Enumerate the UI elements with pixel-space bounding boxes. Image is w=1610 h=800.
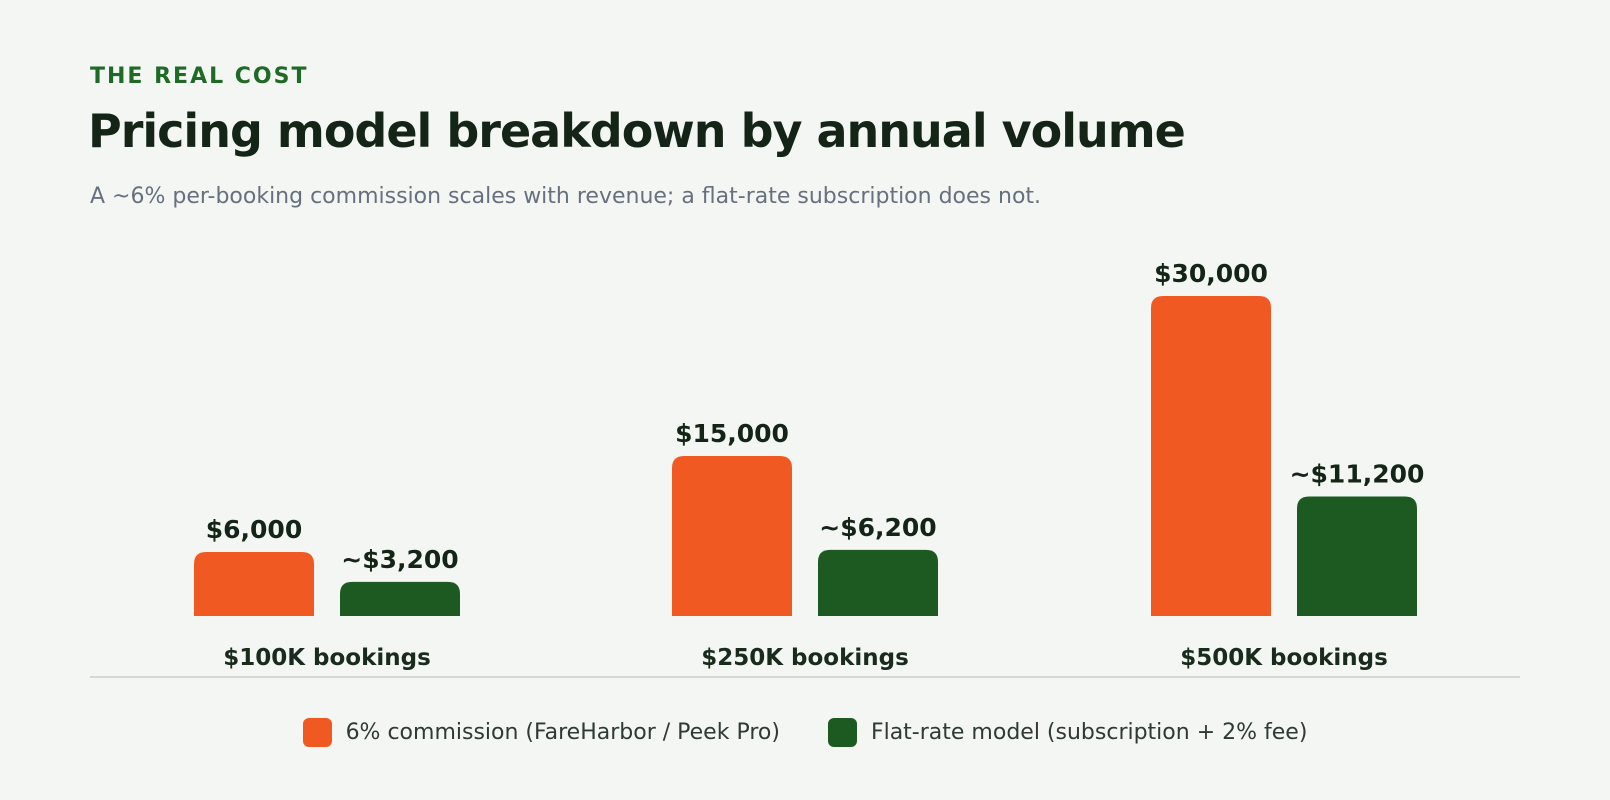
value-label: $15,000 — [675, 419, 789, 448]
x-tick-label: $250K bookings — [701, 645, 909, 671]
legend: 6% commission (FareHarbor / Peek Pro) Fla… — [0, 718, 1610, 747]
bar — [340, 581, 460, 616]
legend-swatch — [827, 718, 857, 747]
legend-label: Flat-rate model (subscription + 2% fee) — [870, 720, 1308, 745]
legend-swatch — [302, 718, 332, 747]
value-label: ~$6,200 — [819, 513, 936, 542]
chart-title: Pricing model breakdown by annual volume — [88, 104, 1186, 158]
bar — [194, 552, 314, 616]
legend-item: 6% commission (FareHarbor / Peek Pro) — [302, 718, 780, 747]
bar — [1151, 296, 1271, 616]
bar — [1297, 496, 1417, 616]
chart-subtitle: A ~6% per-booking commission scales with… — [90, 184, 1042, 209]
legend-label: 6% commission (FareHarbor / Peek Pro) — [345, 720, 780, 745]
value-label: $30,000 — [1154, 259, 1268, 288]
bar — [818, 549, 938, 616]
value-label: ~$3,200 — [341, 545, 458, 574]
value-label: ~$11,200 — [1290, 460, 1425, 489]
x-tick-label: $500K bookings — [1180, 645, 1388, 671]
x-tick-label: $100K bookings — [223, 645, 431, 671]
eyebrow: THE REAL COST — [90, 64, 309, 89]
legend-item: Flat-rate model (subscription + 2% fee) — [827, 718, 1308, 747]
bar — [672, 456, 792, 616]
value-label: $6,000 — [206, 515, 302, 544]
